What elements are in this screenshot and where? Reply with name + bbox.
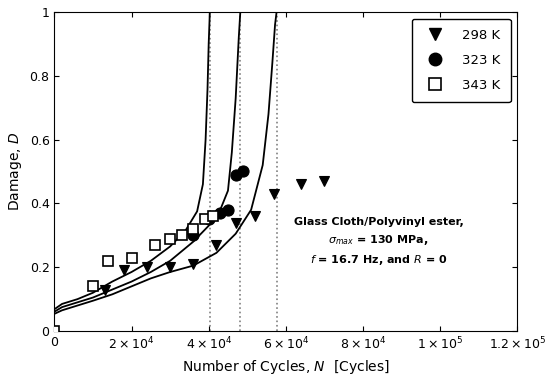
Legend: 298 K, 323 K, 343 K: 298 K, 323 K, 343 K	[411, 18, 511, 102]
Text: Glass Cloth/Polyvinyl ester,
$\sigma_{max}$ = 130 MPa,
$f$ = 16.7 Hz, and $R$ = : Glass Cloth/Polyvinyl ester, $\sigma_{ma…	[294, 217, 463, 267]
X-axis label: Number of Cycles, $N$  [Cycles]: Number of Cycles, $N$ [Cycles]	[182, 358, 390, 376]
Y-axis label: Damage, $D$: Damage, $D$	[7, 132, 24, 211]
